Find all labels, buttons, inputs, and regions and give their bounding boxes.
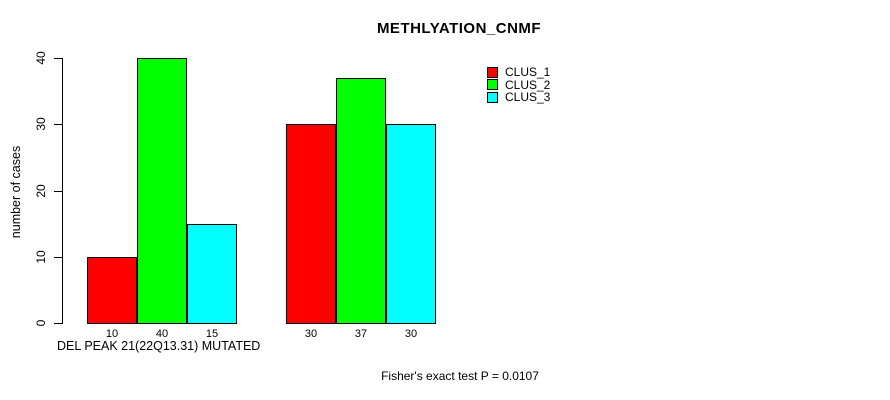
bar-clus_2-group2 <box>336 78 386 324</box>
y-tick-label: 40 <box>34 51 48 65</box>
legend-label: CLUS_2 <box>505 77 551 92</box>
y-tick-label: 20 <box>34 184 48 198</box>
bar-value-label: 10 <box>105 328 119 340</box>
y-tick-mark <box>54 58 62 59</box>
legend: CLUS_1 CLUS_2 CLUS_3 <box>487 65 551 105</box>
legend-label: CLUS_3 <box>505 90 551 105</box>
bar-value-label: 37 <box>354 328 368 340</box>
y-axis-line <box>62 58 63 324</box>
bar-value-label: 30 <box>404 328 418 340</box>
legend-item-clus_1: CLUS_1 <box>487 65 551 80</box>
bar-value-label: 40 <box>155 328 169 340</box>
legend-swatch-icon <box>487 79 498 91</box>
bar-clus_1-group2 <box>286 124 336 324</box>
y-tick-mark <box>54 257 62 258</box>
y-tick-mark <box>54 191 62 192</box>
y-axis-label: number of cases <box>9 145 23 239</box>
stat-annotation: Fisher's exact test P = 0.0107 <box>381 369 539 383</box>
legend-item-clus_3: CLUS_3 <box>487 90 551 105</box>
legend-swatch-icon <box>487 91 498 103</box>
bar-value-label: 30 <box>304 328 318 340</box>
legend-swatch-icon <box>487 66 498 78</box>
x-axis-label: DEL PEAK 21(22Q13.31) MUTATED <box>57 339 261 353</box>
y-tick-mark <box>54 323 62 324</box>
legend-item-clus_2: CLUS_2 <box>487 77 551 92</box>
bar-value-label: 15 <box>205 328 219 340</box>
bar-clus_1-group1 <box>87 257 137 324</box>
bar-clus_3-group2 <box>386 124 436 324</box>
y-tick-mark <box>54 124 62 125</box>
bar-clus_3-group1 <box>187 224 237 324</box>
legend-label: CLUS_1 <box>505 65 551 80</box>
chart-title: METHLYATION_CNMF <box>376 20 542 37</box>
bar-clus_2-group1 <box>137 58 187 324</box>
y-tick-label: 10 <box>34 250 48 264</box>
y-tick-label: 30 <box>34 117 48 131</box>
y-tick-label: 0 <box>34 319 48 327</box>
